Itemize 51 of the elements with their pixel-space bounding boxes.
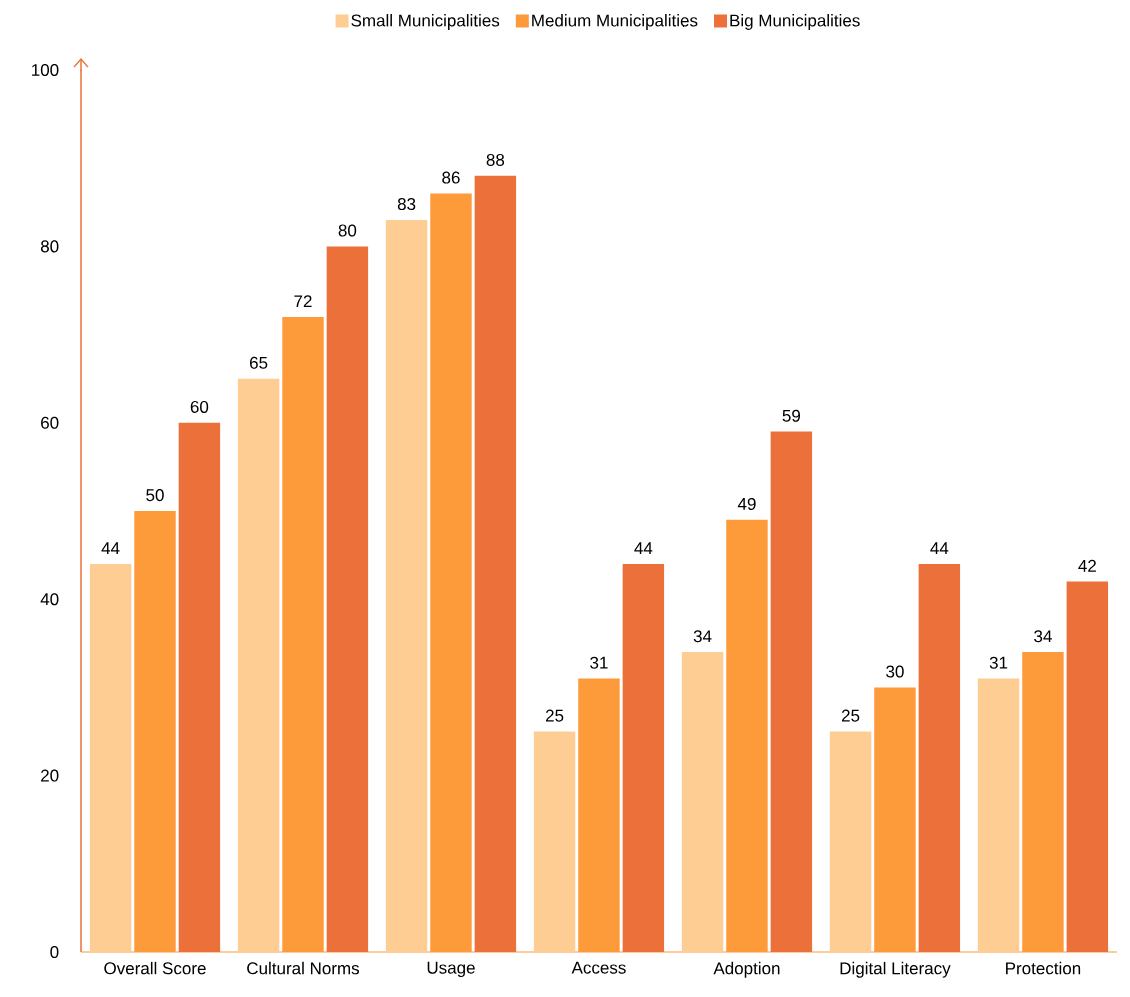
data-label: 83 bbox=[397, 198, 416, 211]
x-tick-label: Usage bbox=[427, 961, 475, 978]
data-label: 34 bbox=[1034, 630, 1052, 643]
data-label: 88 bbox=[486, 153, 505, 166]
x-tick-label: Digital Literacy bbox=[840, 961, 951, 978]
bar bbox=[533, 731, 576, 952]
y-tick-label: 60 bbox=[41, 416, 59, 429]
bar bbox=[474, 175, 517, 952]
bar bbox=[1066, 581, 1109, 952]
legend-label: Medium Municipalities bbox=[532, 14, 698, 30]
data-label: 31 bbox=[989, 656, 1008, 669]
bar bbox=[178, 422, 221, 952]
legend-label: Big Municipalities bbox=[730, 14, 860, 30]
data-label: 31 bbox=[590, 656, 608, 669]
x-tick-label: Access bbox=[571, 961, 626, 974]
data-label: 44 bbox=[101, 542, 120, 555]
data-label: 44 bbox=[634, 542, 653, 555]
bar bbox=[918, 563, 961, 952]
bar bbox=[326, 246, 369, 952]
bar bbox=[237, 378, 280, 952]
data-label: 60 bbox=[190, 400, 209, 413]
y-tick-label: 80 bbox=[40, 240, 59, 253]
bar bbox=[977, 678, 1020, 952]
y-tick-label: 100 bbox=[32, 63, 59, 77]
x-tick-label: Overall Score bbox=[104, 961, 206, 975]
x-tick-label: Protection bbox=[1006, 961, 1081, 975]
bar bbox=[829, 731, 872, 952]
y-tick-label: 40 bbox=[40, 593, 59, 606]
x-tick-label: Adoption bbox=[713, 961, 780, 978]
data-label: 42 bbox=[1078, 559, 1096, 572]
data-label: 59 bbox=[782, 409, 801, 422]
data-label: 86 bbox=[442, 171, 460, 184]
bar bbox=[681, 652, 724, 952]
data-label: 72 bbox=[294, 295, 312, 308]
bar bbox=[385, 219, 428, 952]
data-label: 80 bbox=[338, 224, 357, 237]
y-tick-label: 20 bbox=[41, 769, 59, 782]
y-tick-label: 0 bbox=[50, 945, 59, 959]
data-label: 50 bbox=[146, 489, 164, 502]
legend-label: Small Municipalities bbox=[351, 14, 500, 30]
data-label: 65 bbox=[249, 356, 268, 369]
data-label: 25 bbox=[545, 709, 564, 722]
data-label: 30 bbox=[886, 665, 904, 678]
data-label: 25 bbox=[841, 709, 860, 722]
bar bbox=[622, 563, 665, 952]
bar bbox=[770, 431, 813, 952]
bar bbox=[89, 563, 132, 952]
data-label: 34 bbox=[693, 630, 712, 643]
x-tick-label: Cultural Norms bbox=[247, 961, 360, 975]
data-label: 49 bbox=[737, 497, 756, 510]
data-label: 44 bbox=[930, 542, 949, 555]
